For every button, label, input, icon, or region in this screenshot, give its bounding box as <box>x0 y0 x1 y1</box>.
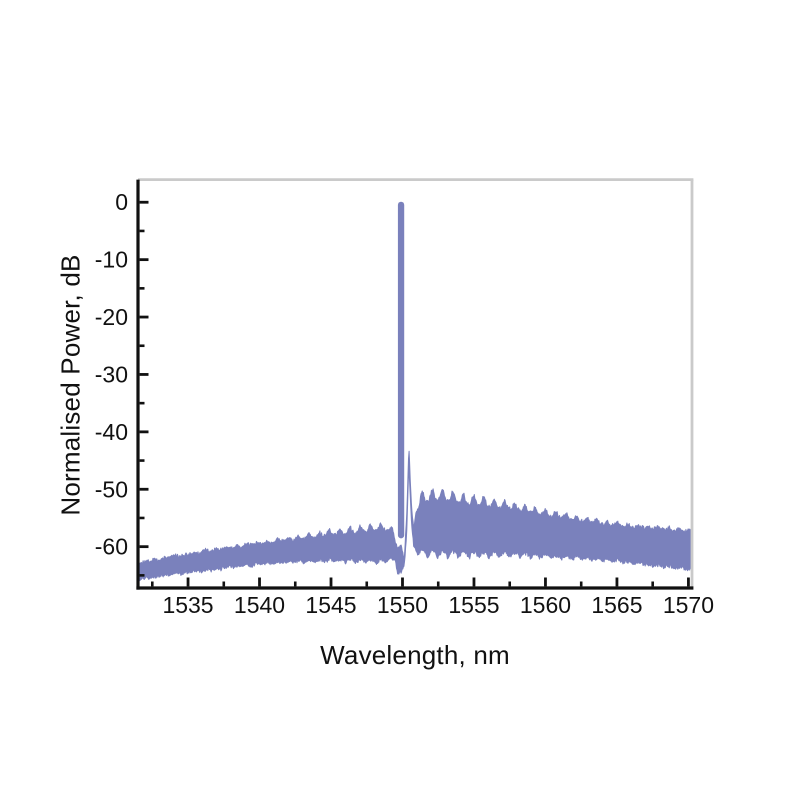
y-tick-label: -50 <box>95 476 128 502</box>
x-tick-label: 1565 <box>591 592 642 618</box>
x-axis-ticks: 1535 1540 1545 1550 1555 1560 1565 1570 <box>150 577 714 618</box>
x-axis-title: Wavelength, nm <box>320 640 510 670</box>
x-tick-label: 1540 <box>234 592 285 618</box>
y-tick-label: -40 <box>95 419 128 445</box>
x-tick-label: 1550 <box>377 592 428 618</box>
y-axis-ticks: 0 -10 -20 -30 -40 -50 -60 <box>95 189 149 577</box>
y-tick-label: -30 <box>95 361 128 387</box>
x-tick-label: 1535 <box>162 592 213 618</box>
x-tick-label: 1545 <box>305 592 356 618</box>
x-tick-label: 1560 <box>520 592 571 618</box>
y-tick-label: -60 <box>95 534 128 560</box>
y-tick-label: 0 <box>115 189 128 215</box>
x-tick-label: 1570 <box>663 592 714 618</box>
y-tick-label: -20 <box>95 304 128 330</box>
x-tick-label: 1555 <box>448 592 499 618</box>
y-axis-title: Normalised Power, dB <box>55 254 86 516</box>
y-tick-label: -10 <box>95 247 128 273</box>
spectrum-noise-band <box>137 450 693 582</box>
